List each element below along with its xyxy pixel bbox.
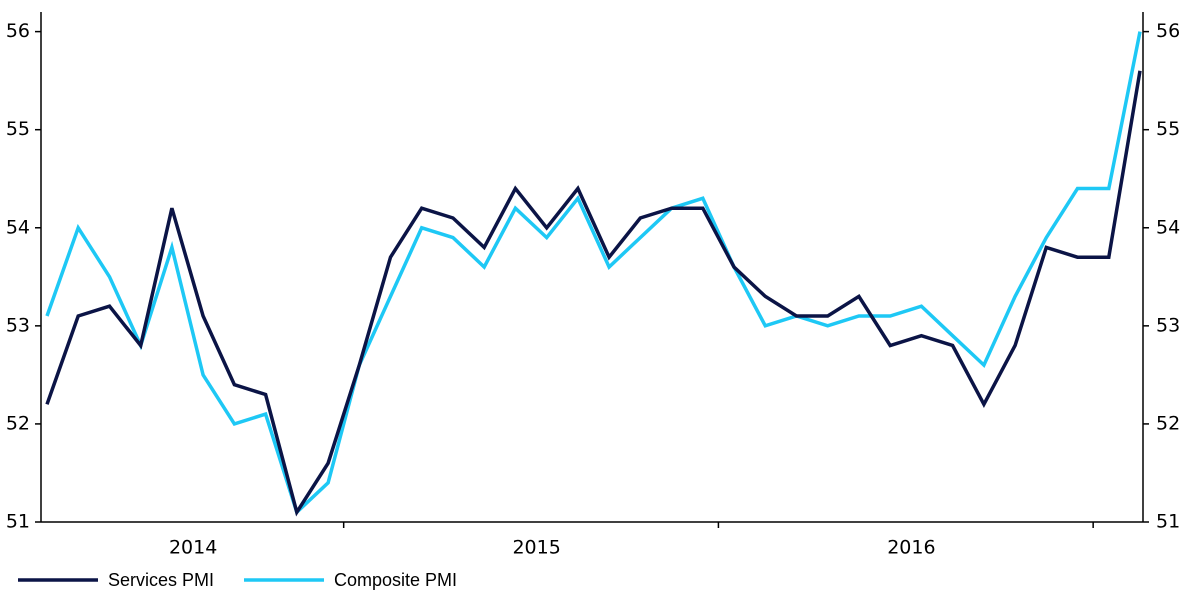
y2-tick-label: 51 [1156, 511, 1180, 533]
y2-tick-label: 55 [1156, 118, 1180, 140]
line-series [45, 31, 1142, 516]
y2-tick-label: 53 [1156, 314, 1180, 336]
y2-tick-label: 54 [1156, 216, 1180, 238]
y2-tick-label: 56 [1156, 20, 1180, 42]
y-tick-label: 56 [6, 20, 30, 42]
y-tick-label: 54 [6, 216, 30, 238]
y-tick-label: 53 [6, 314, 30, 336]
legend-label: Services PMI [108, 570, 214, 590]
y-tick-label: 55 [6, 118, 30, 140]
y-tick-label: 51 [6, 511, 30, 533]
y2-tick-label: 52 [1156, 412, 1180, 434]
y-tick-label: 52 [6, 412, 30, 434]
legend-label: Composite PMI [334, 570, 457, 590]
x-tick-label: 2014 [169, 537, 217, 559]
x-tick-label: 2015 [512, 537, 560, 559]
line-series [45, 70, 1142, 517]
x-tick-label: 2016 [887, 537, 935, 559]
